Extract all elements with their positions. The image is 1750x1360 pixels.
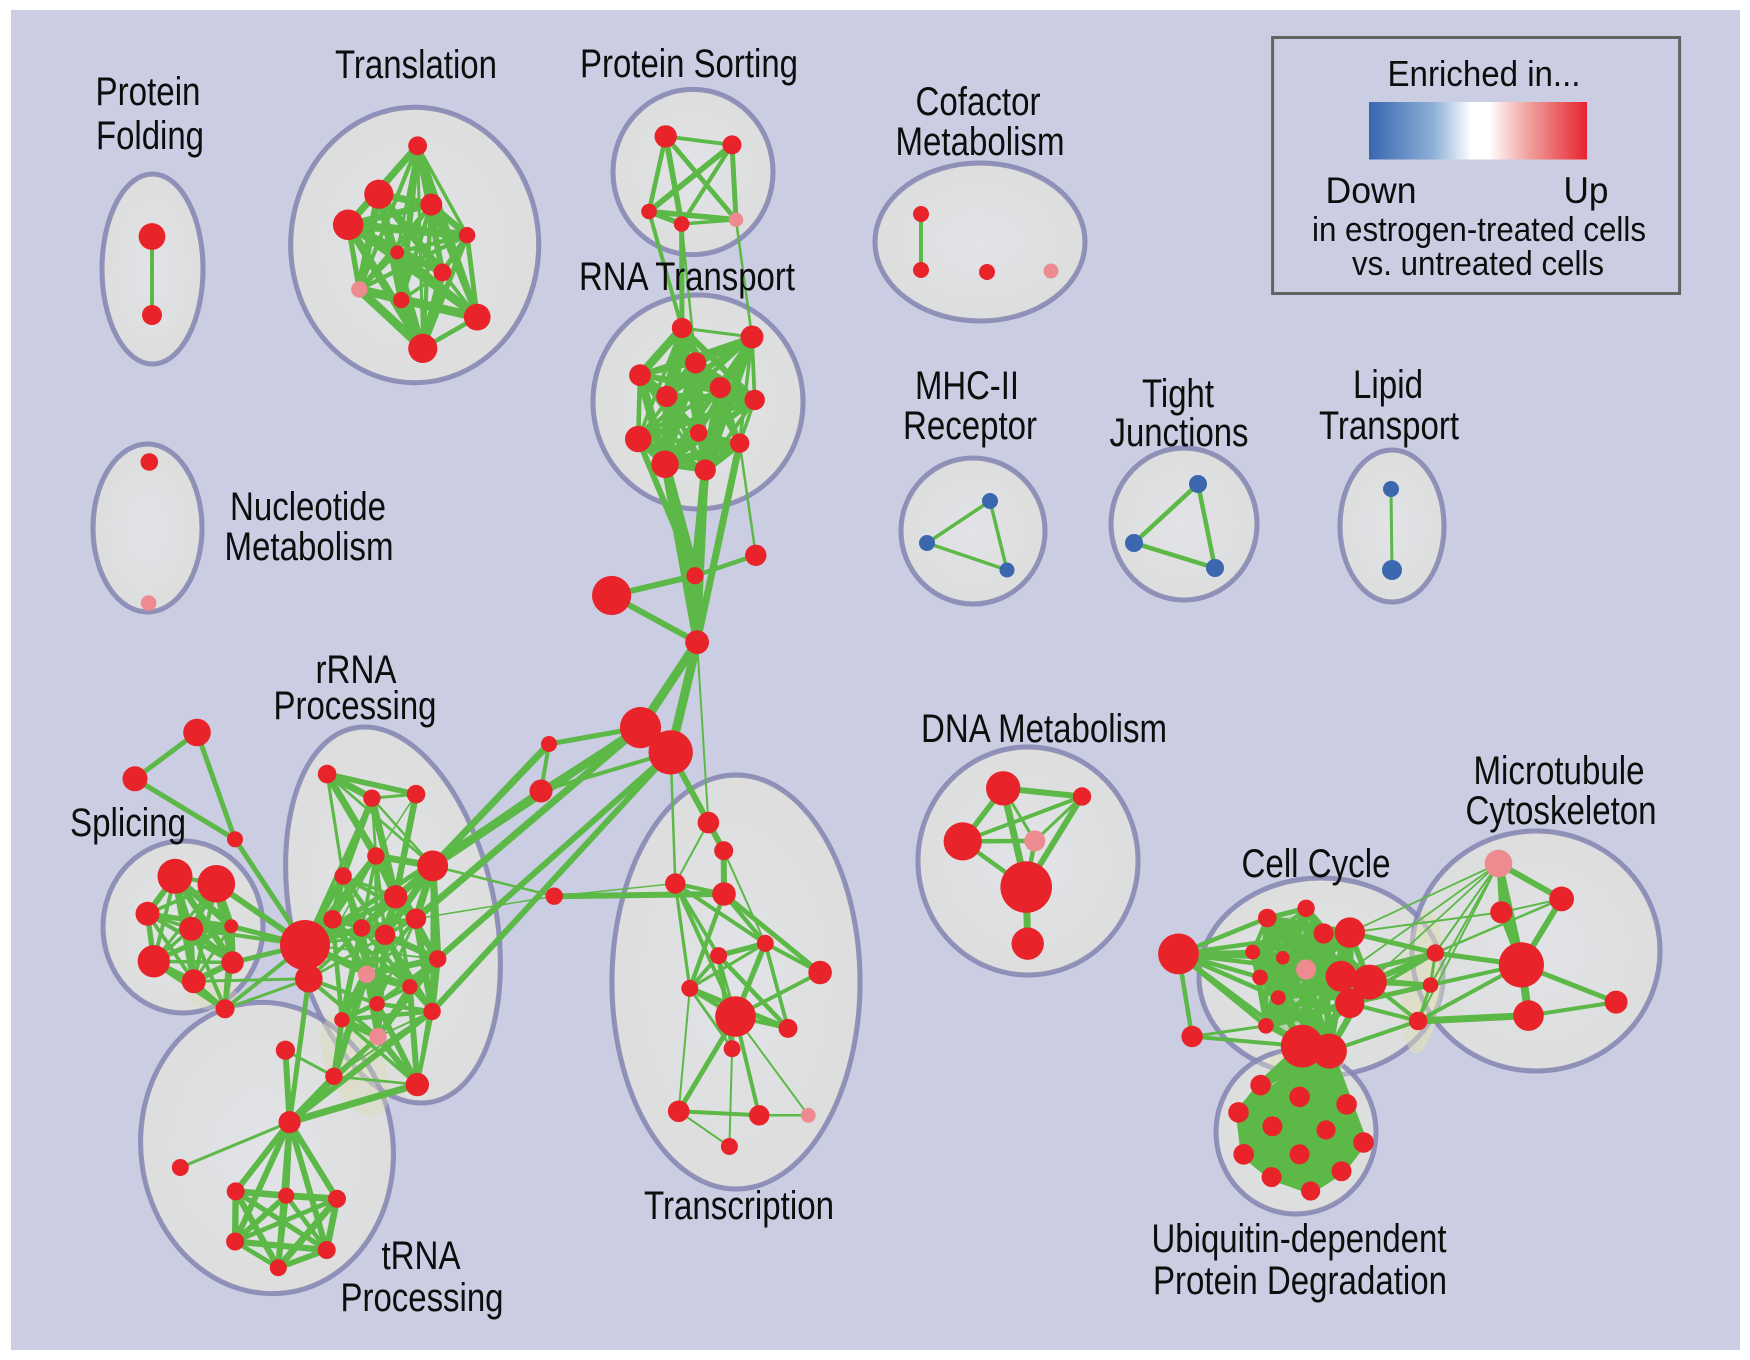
svg-text:Transcription: Transcription [644,1184,834,1228]
svg-text:RNA Transport: RNA Transport [579,255,795,299]
svg-text:vs. untreated cells: vs. untreated cells [1352,245,1604,283]
svg-text:rRNA: rRNA [316,648,397,692]
svg-text:MHC-II: MHC-II [915,364,1019,408]
svg-text:Metabolism: Metabolism [896,120,1065,164]
svg-text:Protein Degradation: Protein Degradation [1153,1259,1447,1303]
svg-text:Tight: Tight [1142,372,1214,416]
svg-text:Ubiquitin-dependent: Ubiquitin-dependent [1152,1217,1447,1261]
svg-text:Metabolism: Metabolism [225,525,394,569]
svg-text:Transport: Transport [1319,404,1459,448]
svg-text:Cytoskeleton: Cytoskeleton [1466,789,1657,833]
svg-text:tRNA: tRNA [382,1234,461,1278]
svg-text:Lipid: Lipid [1353,363,1423,407]
svg-text:Translation: Translation [335,43,497,87]
svg-text:Processing: Processing [341,1276,504,1320]
svg-text:Nucleotide: Nucleotide [230,485,386,529]
svg-text:in estrogen-treated cells: in estrogen-treated cells [1312,211,1646,249]
svg-text:Folding: Folding [96,114,204,158]
svg-text:Protein Sorting: Protein Sorting [580,42,798,86]
svg-text:Enriched in...: Enriched in... [1388,53,1581,94]
svg-text:Processing: Processing [274,684,437,728]
svg-text:Receptor: Receptor [903,404,1037,448]
svg-text:Down: Down [1326,170,1417,211]
svg-text:Protein: Protein [96,70,201,114]
svg-text:Splicing: Splicing [70,801,186,845]
svg-text:Cell Cycle: Cell Cycle [1242,842,1391,886]
svg-text:Microtubule: Microtubule [1474,749,1645,793]
svg-text:Up: Up [1564,170,1609,211]
svg-text:DNA Metabolism: DNA Metabolism [921,707,1167,751]
svg-text:Junctions: Junctions [1110,411,1249,455]
svg-text:Cofactor: Cofactor [916,80,1041,124]
